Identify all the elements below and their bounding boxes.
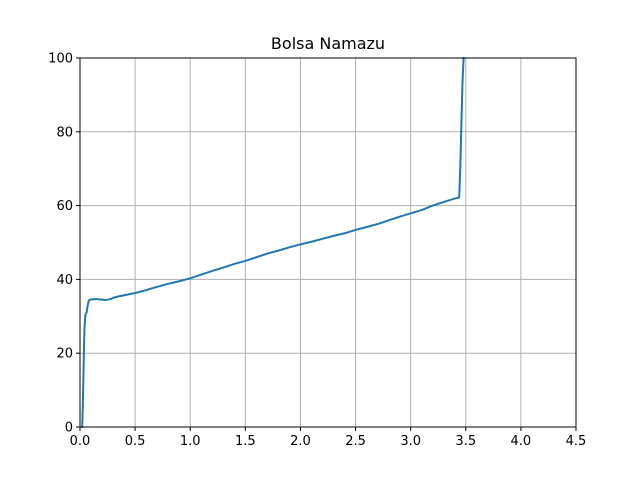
plot-area [81,56,465,429]
y-axis: 0 20 40 60 80 100 [48,52,80,436]
x-tick-label: 3.5 [455,434,476,449]
x-tick-label: 1.0 [180,434,201,449]
x-tick-label: 2.5 [345,434,366,449]
y-tick-label: 80 [56,125,73,140]
x-axis: 0.0 0.5 1.0 1.5 2.0 2.5 3.0 3.5 4.0 4.5 [70,427,587,449]
x-tick-label: 0.5 [125,434,146,449]
y-tick-label: 60 [56,199,73,214]
x-tick-label: 1.5 [235,434,256,449]
chart-title: Bolsa Namazu [271,34,385,53]
x-tick-label: 0.0 [70,434,91,449]
axes-frame [79,57,577,428]
x-tick-label: 2.0 [290,434,311,449]
x-tick-label: 4.5 [566,434,587,449]
y-tick-label: 40 [56,273,73,288]
x-tick-label: 4.0 [511,434,532,449]
y-tick-label: 100 [48,52,73,67]
y-tick-label: 20 [56,347,73,362]
x-tick-label: 3.0 [400,434,421,449]
series-line [81,56,465,429]
y-tick-label: 0 [65,421,73,436]
